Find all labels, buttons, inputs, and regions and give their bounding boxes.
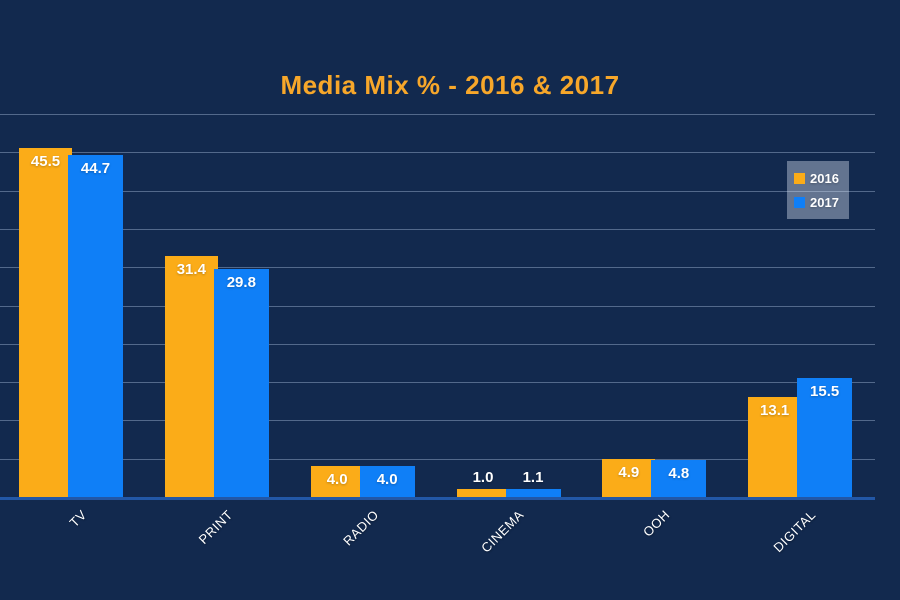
bar-2016-tv [19, 148, 72, 497]
value-label-2016-digital: 13.1 [760, 401, 790, 419]
legend-swatch-2016-icon [794, 172, 805, 184]
bar-2016-digital [748, 396, 802, 497]
category-label-radio: RADIO [339, 507, 382, 549]
gridline [0, 228, 875, 230]
gridline [0, 190, 875, 192]
value-label-2016-cinema: 1.0 [472, 469, 494, 487]
chart-title: Media Mix % - 2016 & 2017 [280, 70, 620, 100]
gridline [0, 152, 875, 154]
bar-2016-print [164, 256, 218, 497]
category-label-ooh: OOH [640, 507, 673, 540]
legend-item-2017: 2017 [794, 190, 849, 214]
gridline [0, 305, 875, 307]
legend-swatch-2017-icon [794, 196, 805, 208]
value-label-2017-radio: 4.0 [376, 471, 398, 489]
gridline [0, 114, 875, 115]
value-label-2016-ooh: 4.9 [618, 464, 640, 482]
gridline [0, 343, 875, 345]
value-label-2017-ooh: 4.8 [668, 465, 690, 483]
value-label-2017-digital: 15.5 [810, 383, 840, 401]
bar-2017-ooh [651, 460, 707, 497]
value-label-2016-tv: 45.5 [30, 153, 61, 171]
bar-2016-ooh [602, 459, 656, 497]
category-label-tv: TV [66, 507, 90, 531]
bar-2017-print [213, 268, 269, 497]
legend-item-2016: 2016 [794, 166, 849, 190]
bar-2017-tv [68, 154, 123, 497]
bar-2017-digital [797, 378, 853, 497]
value-label-2017-cinema: 1.1 [522, 468, 544, 486]
value-label-2017-tv: 44.7 [80, 159, 111, 177]
gridline [0, 420, 875, 422]
gridline [0, 458, 875, 460]
bar-2016-radio [310, 466, 364, 497]
category-label-cinema: CINEMA [478, 507, 528, 556]
value-label-2016-print: 31.4 [176, 261, 206, 279]
category-label-digital: DIGITAL [770, 507, 819, 556]
legend-label-2016: 2016 [810, 170, 839, 186]
gridline [0, 267, 875, 269]
x-axis-line [0, 497, 875, 500]
bar-2017-radio [359, 466, 415, 497]
gridline [0, 382, 875, 384]
bar-2016-cinema [456, 489, 510, 497]
category-label-print: PRINT [195, 507, 236, 547]
bar-2017-cinema [505, 488, 561, 497]
legend-label-2017: 2017 [810, 194, 839, 210]
value-label-2017-print: 29.8 [226, 273, 256, 291]
legend: 2016 2017 [787, 161, 849, 219]
value-label-2016-radio: 4.0 [326, 471, 348, 489]
